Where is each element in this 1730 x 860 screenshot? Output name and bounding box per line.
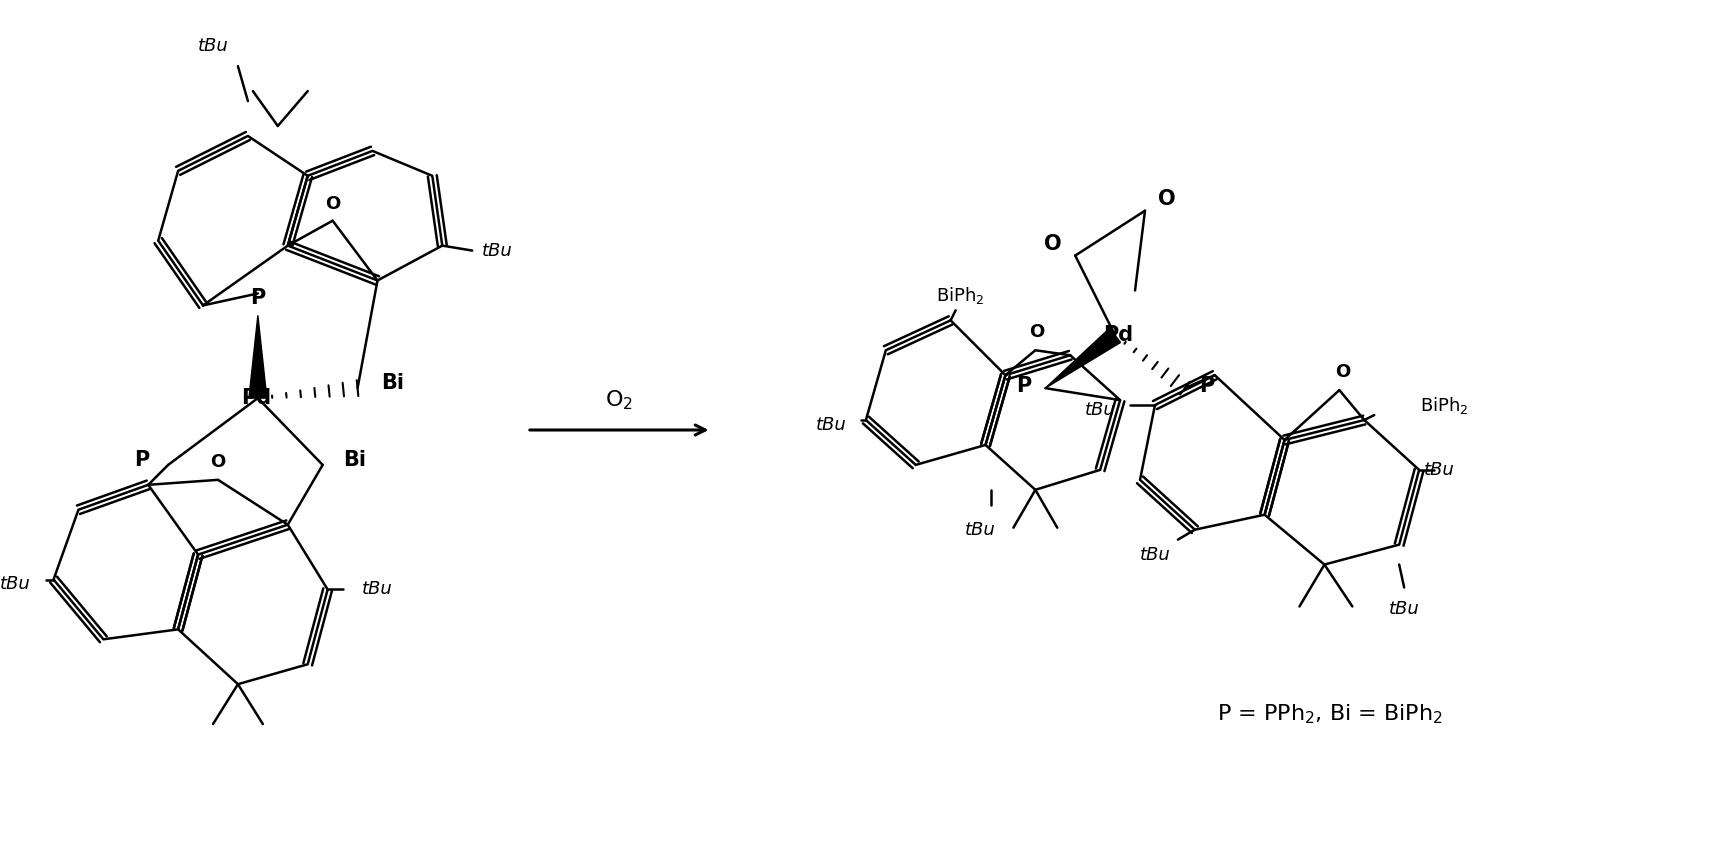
Text: P: P <box>1199 376 1214 396</box>
Text: O: O <box>1336 363 1349 381</box>
Text: Bi: Bi <box>343 450 367 470</box>
Text: BiPh$_2$: BiPh$_2$ <box>1420 395 1469 415</box>
Text: Bi: Bi <box>381 373 403 393</box>
Text: tBu: tBu <box>0 575 31 593</box>
Text: tBu: tBu <box>1424 461 1455 479</box>
Text: O: O <box>1157 188 1176 209</box>
Text: O: O <box>211 453 225 471</box>
Text: Pd: Pd <box>240 388 272 408</box>
Text: tBu: tBu <box>362 580 393 599</box>
Text: tBu: tBu <box>1389 600 1420 618</box>
Text: tBu: tBu <box>965 520 996 538</box>
Text: P: P <box>133 450 149 470</box>
Text: Pd: Pd <box>1104 325 1133 346</box>
Text: tBu: tBu <box>1140 545 1169 563</box>
Text: P = PPh$_2$, Bi = BiPh$_2$: P = PPh$_2$, Bi = BiPh$_2$ <box>1216 703 1443 726</box>
Text: O: O <box>1029 323 1043 341</box>
Text: O: O <box>325 194 341 212</box>
Polygon shape <box>1045 329 1121 388</box>
Text: tBu: tBu <box>197 37 228 55</box>
Text: O: O <box>1045 234 1062 254</box>
Text: BiPh$_2$: BiPh$_2$ <box>936 285 984 306</box>
Polygon shape <box>249 316 266 398</box>
Text: P: P <box>251 288 265 309</box>
Text: tBu: tBu <box>1085 401 1116 419</box>
Text: O$_2$: O$_2$ <box>606 389 633 412</box>
Text: P: P <box>1016 376 1031 396</box>
Text: tBu: tBu <box>481 242 512 260</box>
Text: tBu: tBu <box>815 416 846 434</box>
